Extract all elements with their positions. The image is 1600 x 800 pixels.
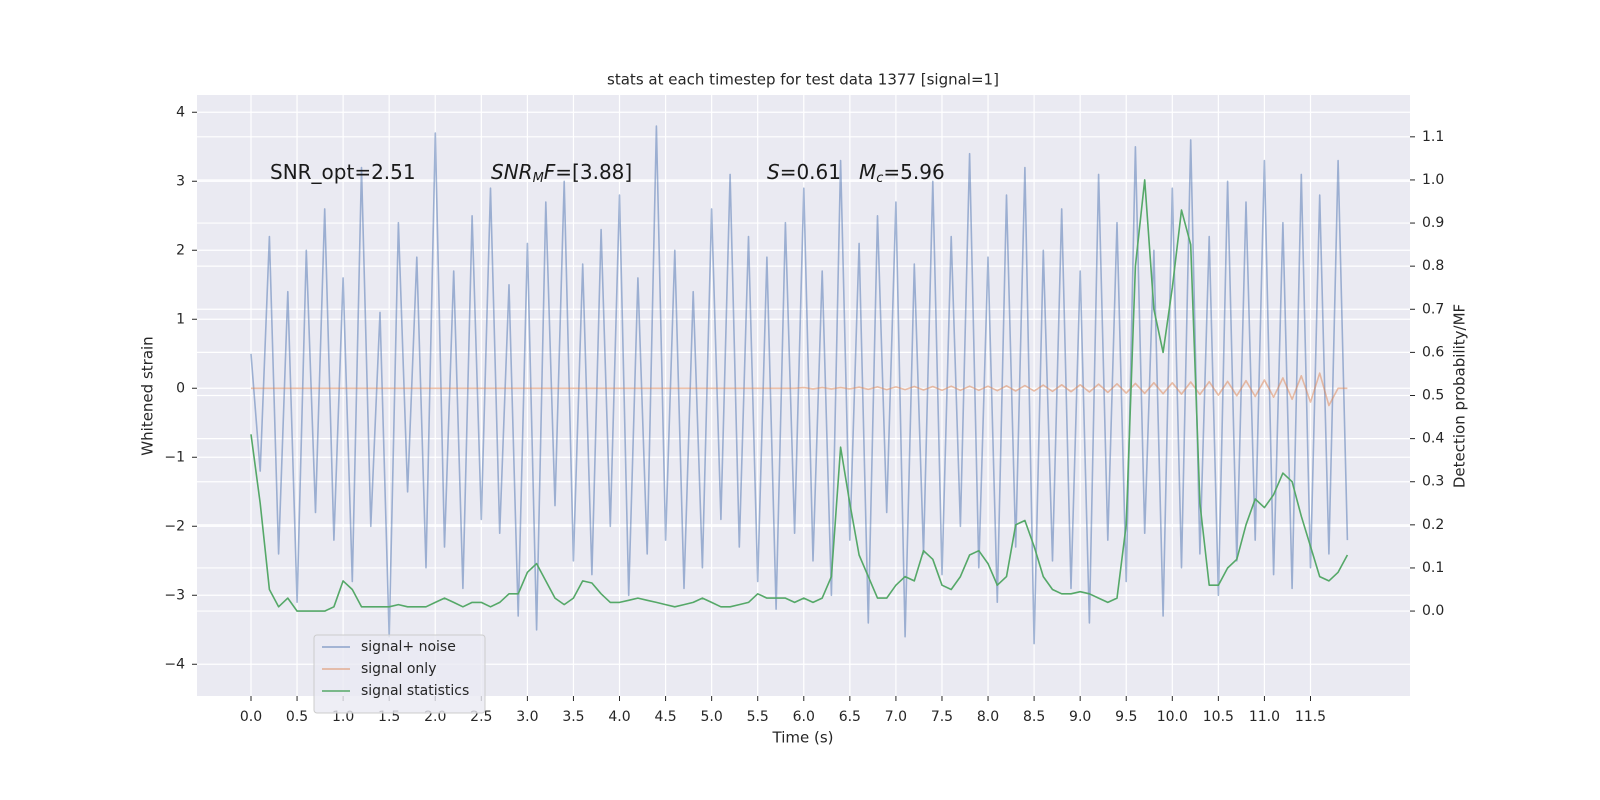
legend-label: signal+ noise [361,639,456,655]
annotation-part: F [544,160,556,184]
x-tick-label: 9.5 [1115,709,1137,725]
annotation-part: SNR_opt=2.51 [270,160,416,184]
y2-tick-label: 0.7 [1422,301,1444,317]
x-axis-label: Time (s) [772,729,834,747]
annotation: SNR_opt=2.51 [270,160,416,184]
y-tick-label: 2 [176,242,185,258]
annotation: SNRMF=[3.88] [491,160,632,186]
x-tick-label: 3.0 [516,709,538,725]
x-tick-label: 10.5 [1203,709,1234,725]
x-tick-label: 0.0 [240,709,262,725]
x-tick-label: 3.5 [562,709,584,725]
y2-tick-label: 1.1 [1422,129,1444,145]
annotation: S=0.61 [767,160,841,184]
y-tick-label: −4 [164,656,185,672]
y2-tick-label: 0.4 [1422,431,1444,447]
marks [250,125,1349,645]
x-tick-label: 5.0 [701,709,723,725]
y-tick-label: 0 [176,380,185,396]
x-tick-label: 0.5 [286,709,308,725]
y2-tick-label: 0.8 [1422,258,1444,274]
y2-tick-label: 0.3 [1422,474,1444,490]
x-tick-label: 10.0 [1157,709,1188,725]
x-tick-label: 11.0 [1249,709,1280,725]
y-tick-label: −2 [164,518,185,534]
x-tick-label: 11.5 [1295,709,1326,725]
x-tick-label: 4.5 [654,709,676,725]
y-axis-label: Whitened strain [139,336,157,455]
annotation-part: M [859,160,876,184]
y2-tick-label: 0.2 [1422,517,1444,533]
y-tick-label: −3 [164,587,185,603]
annotation-part: M [533,171,544,186]
x-tick-label: 4.0 [608,709,630,725]
legend-box [313,634,486,714]
annotation-part: c [876,171,883,186]
legend-label: signal statistics [361,683,469,699]
x-tick-label: 7.0 [885,709,907,725]
y2-tick-label: 0.5 [1422,388,1444,404]
labels: 0.0 0.5 1.0 1.5 2.0 2.5 3.0 3.5 4.0 4.5 5.0 5.5 6.0 6… [164,104,1444,725]
series-line [251,372,1348,407]
y2-tick-label: 0.6 [1422,344,1444,360]
annotation-part: =0.61 [780,160,841,184]
legend-label: signal only [361,661,436,677]
series-line [250,125,1349,645]
x-tick-label: 9.0 [1069,709,1091,725]
chart-title: stats at each timestep for test data 137… [607,71,999,89]
x-tick-label: 5.5 [747,709,769,725]
y2-tick-label: 1.0 [1422,172,1444,188]
y2-tick-label: 0.9 [1422,215,1444,231]
y-tick-label: −1 [164,449,185,465]
annotation-part: =5.96 [883,160,944,184]
y-tick-label: 3 [176,173,185,189]
annotation-part: S [767,160,780,184]
y2-tick-label: 0.0 [1422,603,1444,619]
y2-axis-label: Detection probability/MF [1451,304,1469,488]
x-tick-label: 6.5 [839,709,861,725]
annotation: Mc=5.96 [859,160,945,186]
x-tick-label: 7.5 [931,709,953,725]
x-tick-label: 6.0 [793,709,815,725]
x-tick-label: 8.0 [977,709,999,725]
series-line [250,179,1349,612]
x-tick-label: 8.5 [1023,709,1045,725]
annotation-part: SNR [491,160,533,184]
annotation-part: =[3.88] [555,160,632,184]
y-tick-label: 4 [176,104,185,120]
y2-tick-label: 0.1 [1422,560,1444,576]
y-tick-label: 1 [176,311,185,327]
